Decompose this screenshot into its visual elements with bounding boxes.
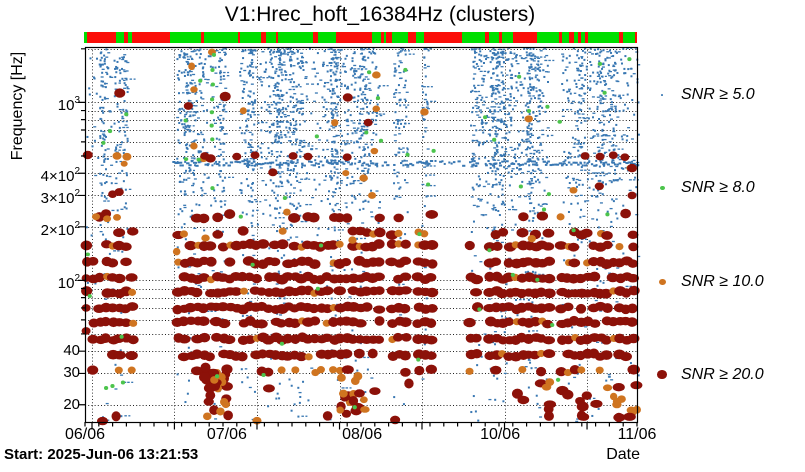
flag-red-segment <box>559 32 563 43</box>
flag-red-segment <box>386 32 392 43</box>
y-tick-label: 40 <box>63 342 80 360</box>
legend-marker <box>657 370 667 379</box>
start-time-label: Start: 2025-Jun-06 13:21:53 <box>4 446 199 463</box>
y-axis-title: Frequency [Hz] <box>9 51 26 161</box>
flag-red-segment <box>568 32 575 43</box>
flag-red-segment <box>634 32 637 43</box>
flag-red-segment <box>578 32 582 43</box>
flag-red-segment <box>260 32 267 43</box>
x-tick-label: 06/06 <box>64 426 106 443</box>
legend-marker <box>659 185 665 191</box>
x-tick-label: 08/06 <box>342 426 383 443</box>
y-tick-label: 4×102 <box>40 166 80 186</box>
science-mode-flag-bar <box>84 32 637 43</box>
flag-red-segment <box>485 32 490 43</box>
flag-red-segment <box>585 32 588 43</box>
flag-red-segment <box>275 32 278 43</box>
flag-red-segment <box>123 32 129 43</box>
x-axis-title: Date <box>606 446 640 463</box>
flag-red-segment <box>407 32 417 43</box>
flag-red-segment <box>424 32 463 43</box>
flag-red-segment <box>131 32 171 43</box>
legend-label: SNR ≥ 8.0 <box>681 179 755 196</box>
y-tick-label: 20 <box>63 395 80 413</box>
legend-marker <box>660 93 664 97</box>
flag-red-segment <box>512 32 538 43</box>
flag-red-segment <box>87 32 116 43</box>
legend-label: SNR ≥ 10.0 <box>681 273 764 290</box>
flag-red-segment <box>380 32 384 43</box>
plot-title: V1:Hrec_hoft_16384Hz (clusters) <box>224 3 536 26</box>
y-tick-label: 3×102 <box>40 188 80 208</box>
flag-red-segment <box>312 32 318 43</box>
x-tick-label: 11/06 <box>617 426 657 443</box>
y-tick-label: 2×102 <box>40 219 80 239</box>
legend-label: SNR ≥ 20.0 <box>681 366 764 383</box>
legend-marker <box>658 278 666 285</box>
flag-red-segment <box>238 32 240 43</box>
y-tick-label: 30 <box>63 364 80 382</box>
flag-red-segment <box>619 32 623 43</box>
y-tick-label: 102 <box>57 273 80 293</box>
flag-red-segment <box>499 32 502 43</box>
flag-red-segment <box>336 32 373 43</box>
x-tick-label: 07/06 <box>206 426 247 443</box>
legend-label: SNR ≥ 5.0 <box>681 86 755 103</box>
y-tick-label: 103 <box>57 95 80 115</box>
x-tick-label: 10/06 <box>480 426 521 443</box>
flag-red-segment <box>200 32 204 43</box>
